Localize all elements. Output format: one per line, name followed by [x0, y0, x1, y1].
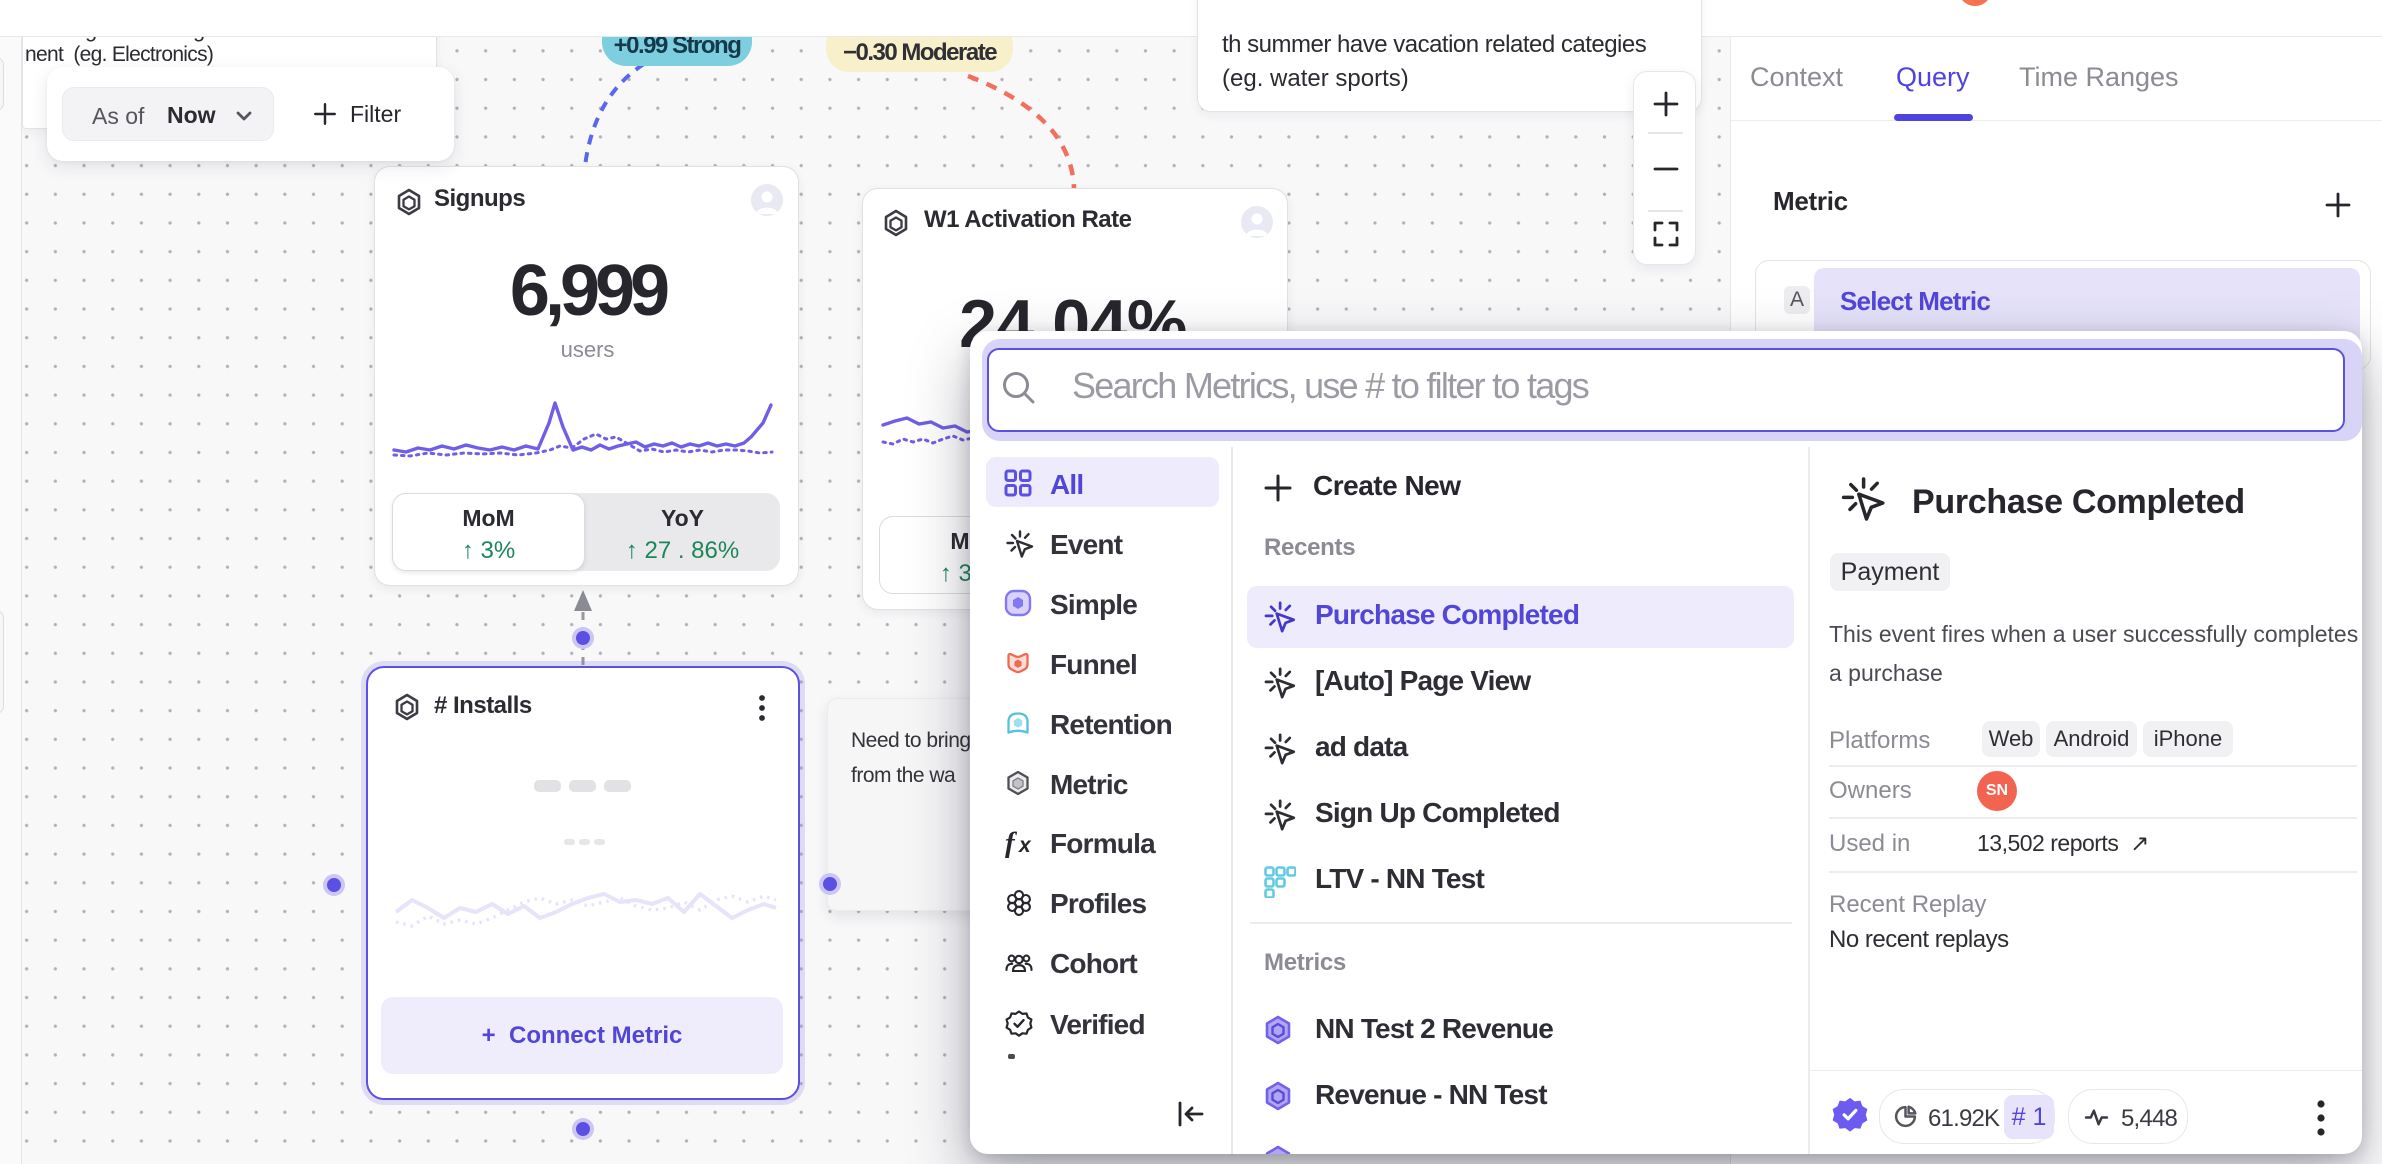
svg-text:x: x — [1018, 834, 1032, 857]
svg-text:f: f — [1005, 828, 1018, 858]
